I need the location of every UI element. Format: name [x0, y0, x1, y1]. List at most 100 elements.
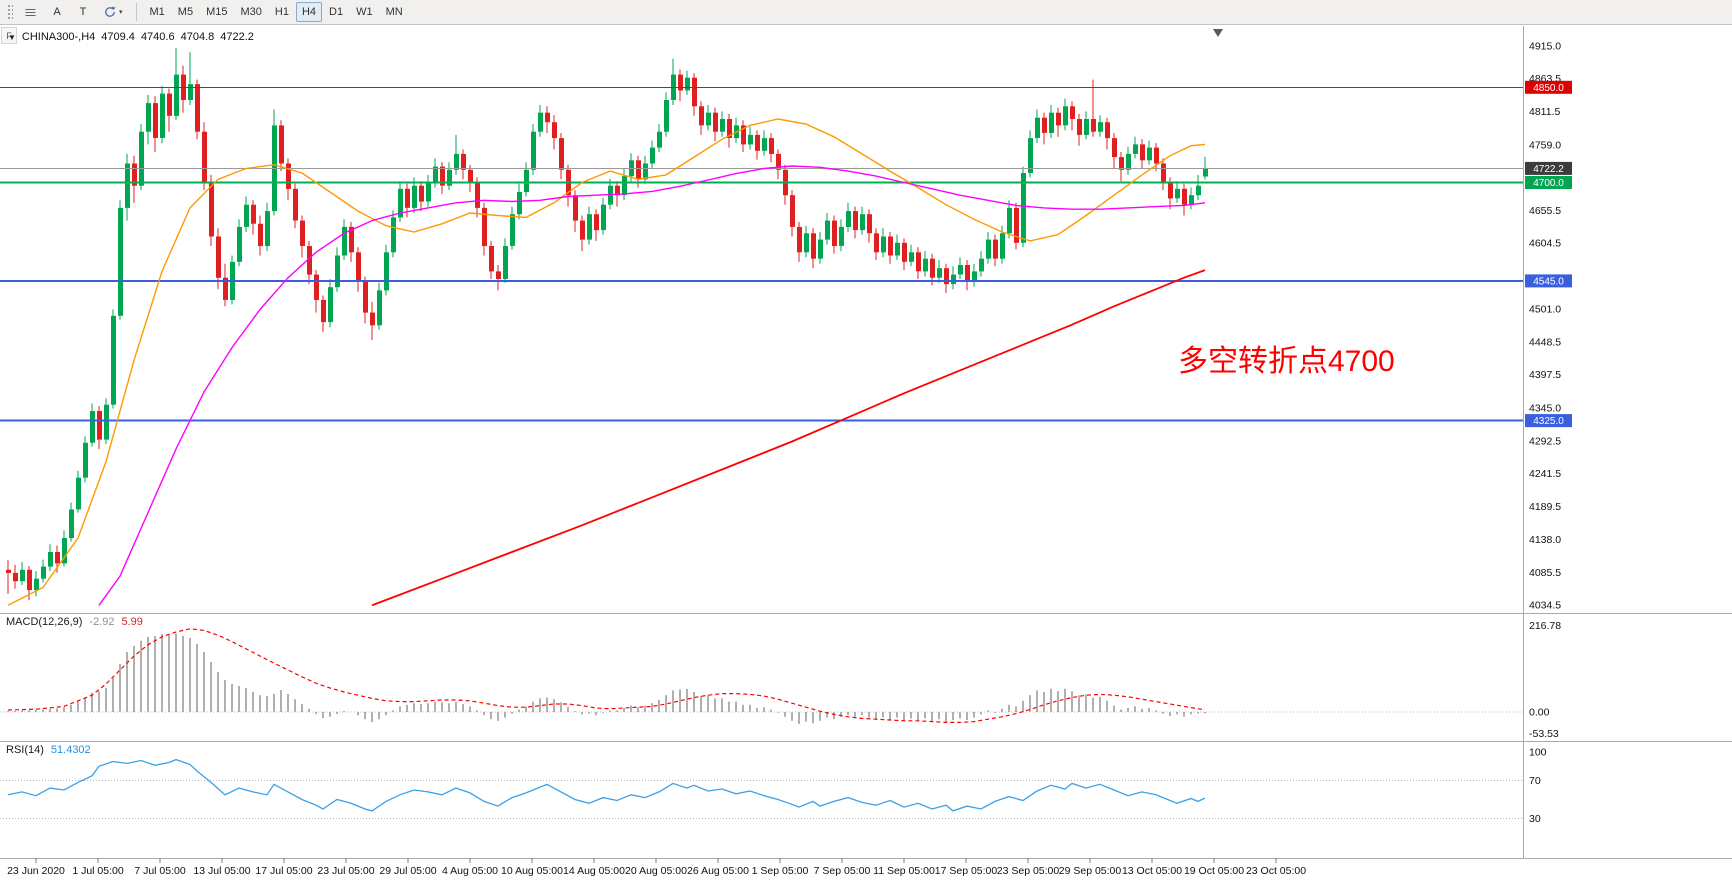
price-tick-label: 4189.5: [1529, 501, 1561, 513]
timeframe-group: M1 M5 M15 M30 H1 H4 D1 W1 MN: [144, 2, 409, 22]
price-badge-label: 4545.0: [1533, 276, 1564, 287]
macd-signal-value: 5.99: [121, 616, 143, 628]
price-tick-label: 4604.5: [1529, 238, 1561, 250]
timeframe-d1-button[interactable]: D1: [323, 2, 349, 22]
timeframe-h4-button[interactable]: H4: [295, 2, 323, 22]
rsi-tick-label: 70: [1529, 775, 1541, 787]
chevron-down-icon: ▾: [119, 9, 123, 16]
price-tick-label: 4759.0: [1529, 140, 1561, 152]
time-axis-label: 23 Jun 2020: [7, 865, 65, 877]
timeframe-m30-button[interactable]: M30: [234, 2, 267, 22]
time-axis-label: 17 Jul 05:00: [255, 865, 312, 877]
macd-tick-label: 216.78: [1529, 620, 1561, 632]
time-axis-label: 26 Aug 05:00: [687, 865, 749, 877]
time-axis-label: 7 Jul 05:00: [134, 865, 186, 877]
quote-high: 4740.6: [140, 31, 175, 43]
time-axis-label: 13 Jul 05:00: [193, 865, 250, 877]
price-tick-label: 4397.5: [1529, 369, 1561, 381]
toolbar-f-tab[interactable]: F: [1, 27, 17, 44]
text-label-t-label: T: [79, 6, 87, 18]
macd-label: MACD(12,26,9) -2.92 5.99: [6, 616, 143, 628]
quote-close: 4722.2: [220, 31, 254, 43]
time-axis: 23 Jun 2020 1 Jul 05:00 7 Jul 05:00 13 Jul …: [7, 858, 1306, 877]
time-axis-label: 20 Aug 05:00: [625, 865, 687, 877]
price-tick-label: 4241.5: [1529, 468, 1561, 480]
ma-orange-line: [7, 118, 1206, 606]
price-badge-label: 4325.0: [1533, 416, 1564, 427]
rsi-tick-label: 30: [1529, 813, 1541, 825]
macd-tick-label: 0.00: [1529, 707, 1550, 719]
lines-icon: [25, 8, 36, 16]
timeframe-h1-button[interactable]: H1: [269, 2, 295, 22]
macd-panel: 216.78 0.00 -53.53: [0, 620, 1561, 740]
quote-symbol: CHINA300-,H4: [21, 31, 96, 43]
rsi-name: RSI(14): [6, 744, 44, 756]
price-tick-label: 4655.5: [1529, 205, 1561, 217]
time-axis-label: 4 Aug 05:00: [442, 865, 498, 877]
rsi-label: RSI(14) 51.4302: [6, 744, 91, 756]
rsi-panel: 100 70 30: [0, 747, 1547, 825]
price-tick-label: 4085.5: [1529, 567, 1561, 579]
price-tick-label: 4501.0: [1529, 303, 1561, 315]
rsi-value: 51.4302: [50, 744, 91, 756]
time-axis-label: 14 Aug 05:00: [563, 865, 625, 877]
quote-open: 4709.4: [101, 31, 135, 43]
price-tick-label: 4292.5: [1529, 436, 1561, 448]
rsi-tick-label: 100: [1529, 747, 1547, 759]
time-axis-label: 23 Oct 05:00: [1246, 865, 1306, 877]
time-axis-label: 29 Jul 05:00: [379, 865, 436, 877]
candlesticks: [6, 47, 1208, 601]
time-axis-label: 1 Jul 05:00: [72, 865, 124, 877]
time-axis-label: 29 Sep 05:00: [1059, 865, 1122, 877]
toolbar-drag-handle[interactable]: [7, 3, 13, 21]
panel-separators[interactable]: [0, 26, 1732, 859]
macd-main-value: -2.92: [89, 616, 115, 628]
macd-signal-line: [7, 628, 1206, 724]
chart-quote-line[interactable]: ▼ CHINA300-,H4 4709.4 4740.6 4704.8 4722…: [8, 31, 254, 43]
timeframe-mn-button[interactable]: MN: [380, 2, 409, 22]
price-tick-label: 4811.5: [1529, 106, 1560, 118]
timeframe-m1-button[interactable]: M1: [144, 2, 171, 22]
price-tick-label: 4448.5: [1529, 337, 1561, 349]
quote-low: 4704.8: [180, 31, 215, 43]
time-axis-label: 23 Sep 05:00: [997, 865, 1060, 877]
toolbar-separator: [135, 3, 137, 21]
price-tick-label: 4034.5: [1529, 600, 1561, 612]
time-axis-label: 11 Sep 05:00: [873, 865, 935, 877]
time-axis-label: 10 Aug 05:00: [501, 865, 563, 877]
price-badge-label: 4700.0: [1533, 178, 1564, 189]
symbol-dropdown-icon[interactable]: ▼: [8, 32, 16, 42]
time-axis-label: 23 Jul 05:00: [317, 865, 374, 877]
time-axis-label: 1 Sep 05:00: [752, 865, 809, 877]
annotation-text: 多空转折点4700: [1178, 345, 1395, 378]
text-tool-a-button[interactable]: A: [45, 2, 69, 22]
horizontal-level-lines: [0, 86, 1523, 422]
macd-name: MACD(12,26,9): [6, 616, 83, 628]
time-axis-label: 19 Oct 05:00: [1184, 865, 1244, 877]
period-cycle-button[interactable]: ▾: [97, 2, 129, 22]
text-label-t-button[interactable]: T: [71, 2, 95, 22]
moving-averages: [7, 118, 1206, 607]
price-tick-label: 4915.0: [1529, 41, 1561, 53]
timeframe-m5-button[interactable]: M5: [172, 2, 199, 22]
price-badges: 4850.0 4722.2 4700.0 4545.0 4325.0: [1525, 80, 1572, 428]
rsi-line: [7, 758, 1206, 812]
ma-red-line: [371, 269, 1206, 607]
chart-shift-marker-icon: [1213, 29, 1223, 37]
timeframe-m15-button[interactable]: M15: [200, 2, 233, 22]
time-axis-label: 17 Sep 05:00: [935, 865, 998, 877]
price-tick-label: 4138.0: [1529, 534, 1561, 546]
price-tick-label: 4345.0: [1529, 402, 1561, 414]
lines-tool-button[interactable]: [18, 2, 43, 22]
price-badge-label: 4722.2: [1533, 164, 1564, 175]
price-axis: 4915.04863.54811.54759.04655.54604.54501…: [1529, 41, 1561, 612]
refresh-icon: [105, 6, 116, 17]
text-tool-a-label: A: [53, 6, 61, 18]
macd-tick-label: -53.53: [1529, 728, 1559, 740]
ma-magenta-line: [98, 165, 1206, 606]
time-axis-label: 13 Oct 05:00: [1122, 865, 1182, 877]
timeframe-w1-button[interactable]: W1: [350, 2, 379, 22]
time-axis-label: 7 Sep 05:00: [814, 865, 871, 877]
